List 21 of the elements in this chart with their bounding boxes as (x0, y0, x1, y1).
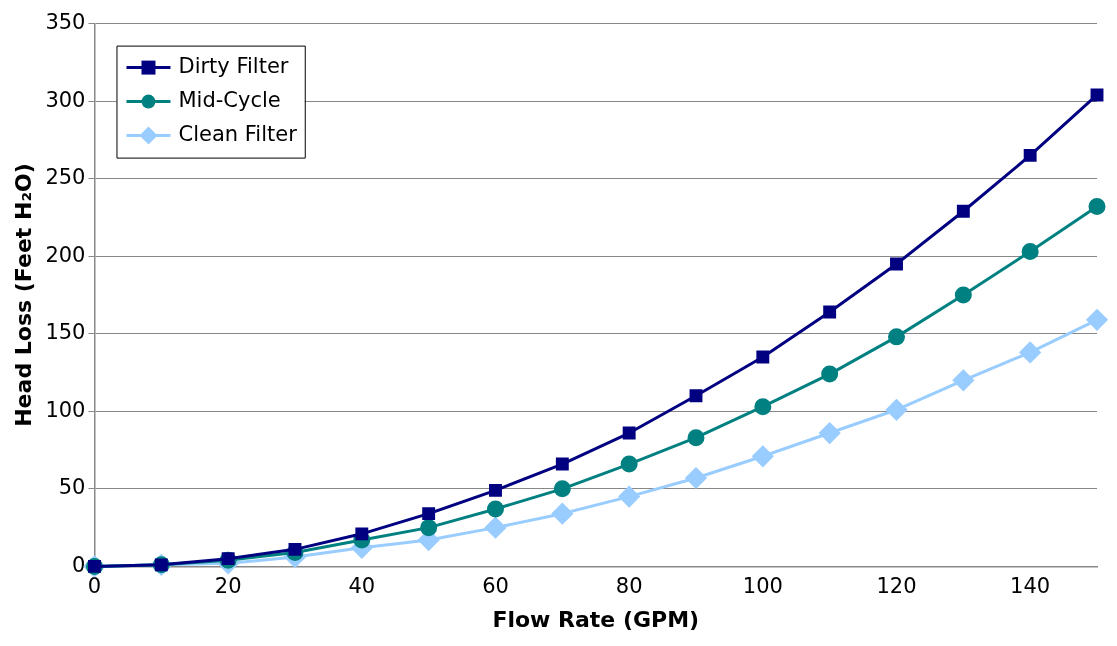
y-tick-label: 100 (45, 397, 86, 422)
y-tick-label: 250 (45, 165, 86, 190)
x-tick-label: 40 (348, 574, 376, 599)
x-tick-label: 120 (876, 574, 917, 599)
x-tick-label: 20 (214, 574, 242, 599)
x-axis-title: Flow Rate (GPM) (492, 606, 700, 632)
legend-label: Clean Filter (178, 122, 298, 147)
legend-label: Mid-Cycle (178, 88, 281, 113)
x-tick-label: 140 (1010, 574, 1051, 599)
y-tick-label: 50 (58, 475, 86, 500)
y-tick-label: 350 (45, 10, 86, 35)
y-tick-label: 200 (45, 242, 86, 267)
x-tick-label: 80 (615, 574, 643, 599)
y-tick-label: 0 (72, 552, 86, 577)
y-tick-label: 300 (45, 87, 86, 112)
legend-label: Dirty Filter (178, 54, 289, 79)
x-tick-label: 0 (87, 574, 102, 599)
y-tick-label: 150 (45, 320, 86, 345)
x-tick-label: 100 (742, 574, 783, 599)
y-axis-title: Head Loss (Feet H₂O) (10, 163, 36, 427)
x-tick-label: 60 (482, 574, 509, 599)
